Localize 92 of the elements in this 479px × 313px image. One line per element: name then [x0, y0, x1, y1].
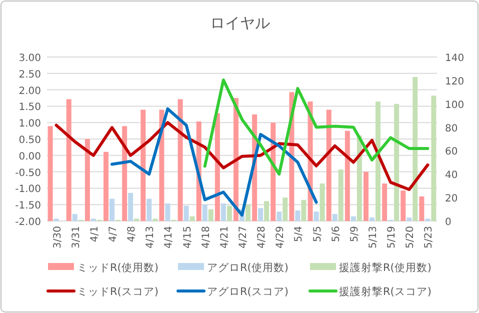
bar [110, 198, 114, 221]
x-tick-label: 5/4 [294, 226, 305, 242]
bar [350, 216, 356, 221]
legend-label: アグロR(スコア) [207, 286, 288, 298]
bar [146, 198, 152, 221]
bar [84, 139, 90, 221]
bar [412, 76, 418, 221]
y-tick-label: 2.50 [18, 69, 41, 80]
bar [295, 210, 300, 221]
bar [202, 204, 208, 221]
y2-tick-label: 140 [445, 53, 464, 64]
y-tick-label: 3.00 [18, 53, 41, 64]
legend-label: ミッドR(使用数) [77, 262, 158, 274]
y2-tick-label: 20 [445, 194, 458, 205]
bar [184, 206, 189, 221]
bar [258, 208, 264, 221]
x-tick-label: 4/29 [275, 226, 286, 248]
x-tick-label: 4/28 [256, 226, 268, 248]
y-tick-label: -1.00 [15, 184, 41, 196]
x-tick-label: 5/5 [312, 226, 324, 242]
bar [226, 206, 232, 221]
bar [276, 212, 282, 221]
x-tick-label: 3/30 [52, 226, 64, 248]
y-tick-label: 0.00 [18, 151, 41, 162]
bar [72, 214, 78, 221]
bar [394, 104, 400, 221]
y2-tick-label: 120 [445, 76, 464, 88]
bar [332, 214, 338, 221]
bar [208, 209, 214, 221]
legend-label: ミッドR(スコア) [77, 286, 158, 298]
line-series [54, 121, 430, 192]
x-tick-label: 5/13 [368, 226, 379, 248]
bar [282, 198, 288, 221]
x-tick-label: 4/15 [182, 226, 194, 248]
bar [370, 217, 374, 221]
x-tick-label: 4/27 [238, 226, 249, 248]
legend-label: 援護射撃R(使用数) [339, 261, 432, 274]
bar [220, 203, 226, 221]
bar [364, 172, 368, 221]
bar [326, 110, 332, 221]
bar [178, 99, 183, 221]
x-tick-label: 4/14 [164, 226, 175, 248]
x-tick-label: 4/7 [108, 226, 119, 242]
x-tick-label: 4/21 [219, 226, 230, 248]
y2-tick-label: 80 [445, 123, 458, 134]
y-tick-label: 1.00 [18, 118, 41, 130]
bar [190, 216, 195, 221]
bar [376, 102, 380, 221]
bar [66, 99, 72, 221]
x-tick-label: 5/19 [386, 226, 398, 248]
bar [400, 190, 406, 221]
bar [264, 201, 270, 221]
y-tick-label: 2.00 [18, 86, 41, 97]
bar [431, 96, 436, 221]
x-tick-label: 5/23 [424, 226, 435, 248]
y2-tick-label: 40 [445, 170, 458, 182]
bar [320, 184, 325, 221]
y2-tick-label: 0 [445, 217, 452, 228]
bar [122, 126, 128, 221]
line-series [203, 78, 430, 176]
line-series [110, 107, 318, 217]
bar [338, 169, 344, 221]
x-tick-label: 5/6 [330, 226, 342, 242]
bar [419, 196, 424, 221]
bar [344, 130, 350, 221]
legend-label: アグロR(使用数) [207, 262, 288, 274]
x-tick-label: 5/20 [405, 226, 416, 248]
x-tick-label: 5/9 [349, 226, 360, 242]
x-tick-label: 3/31 [70, 226, 82, 248]
y2-tick-label: 100 [445, 100, 464, 111]
bar [301, 200, 306, 221]
bar [165, 203, 170, 221]
bar [314, 212, 319, 221]
bar [246, 204, 250, 221]
bar [382, 184, 388, 221]
y-tick-label: 0.50 [18, 135, 41, 146]
bar [140, 110, 146, 221]
bar [128, 192, 134, 221]
bar [406, 217, 412, 221]
bar [104, 152, 108, 221]
x-tick-label: 4/1 [89, 226, 100, 242]
bar [48, 126, 53, 221]
y-tick-label: -0.50 [15, 168, 41, 179]
y2-tick-label: 60 [445, 146, 458, 158]
x-tick-label: 4/13 [145, 226, 156, 248]
legend-label: 援護射撃R(スコア) [339, 285, 432, 298]
y-tick-label: -1.50 [15, 200, 41, 212]
y-tick-label: -2.00 [15, 217, 41, 228]
x-tick-label: 4/18 [200, 226, 212, 248]
y-tick-label: 1.50 [18, 102, 41, 114]
x-tick-label: 4/8 [126, 226, 138, 242]
chart-title: ロイヤル [210, 14, 270, 32]
